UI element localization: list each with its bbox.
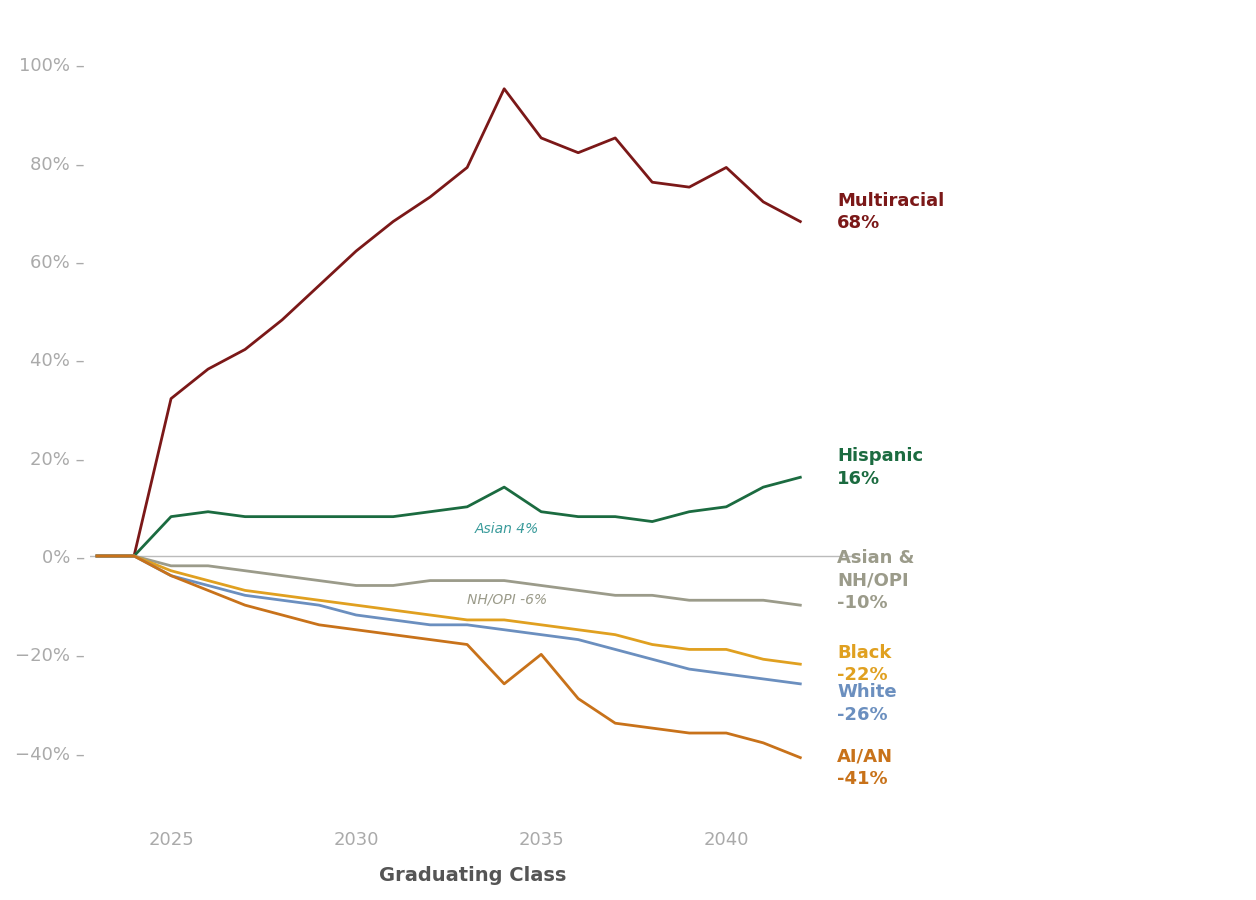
Text: NH/OPI -6%: NH/OPI -6% [467, 593, 548, 607]
Text: Asian 4%: Asian 4% [475, 522, 539, 536]
Text: AI/AN
-41%: AI/AN -41% [838, 747, 893, 788]
Text: Multiracial
68%: Multiracial 68% [838, 192, 945, 232]
Text: Hispanic
16%: Hispanic 16% [838, 447, 923, 488]
Text: White
-26%: White -26% [838, 683, 897, 724]
Text: Asian &
NH/OPI
-10%: Asian & NH/OPI -10% [838, 549, 914, 612]
Text: Black
-22%: Black -22% [838, 644, 892, 684]
X-axis label: Graduating Class: Graduating Class [379, 866, 566, 885]
